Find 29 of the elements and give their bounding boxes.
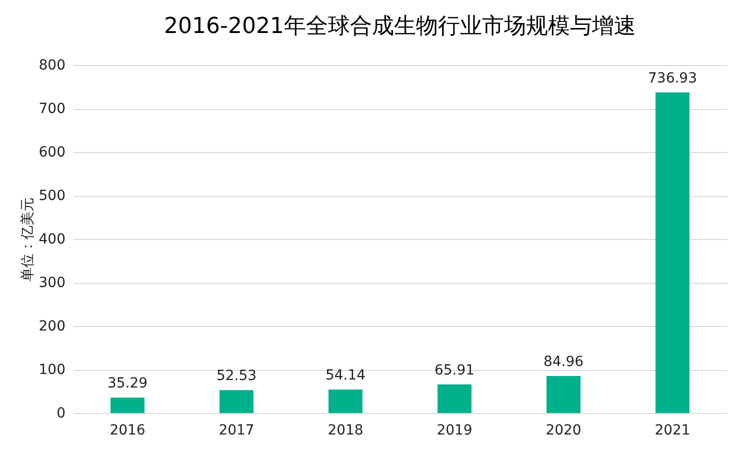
data-label: 54.14 <box>325 367 366 384</box>
x-tick-label: 2016 <box>110 422 146 438</box>
bar <box>656 92 690 413</box>
y-tick-label: 500 <box>38 188 66 204</box>
y-tick-label: 0 <box>56 406 66 422</box>
data-label: 52.53 <box>216 368 257 384</box>
y-tick-label: 700 <box>38 101 66 117</box>
data-label: 35.29 <box>107 376 148 392</box>
data-label: 736.93 <box>648 70 697 86</box>
x-tick-label: 2017 <box>218 422 254 438</box>
x-tick-label: 2018 <box>328 422 364 438</box>
bar <box>328 389 362 413</box>
x-tick-label: 2020 <box>546 422 582 438</box>
y-tick-label: 600 <box>38 144 66 160</box>
y-axis-title: 单位：亿美元 <box>20 198 36 282</box>
y-tick-label: 200 <box>38 318 66 334</box>
data-label: 84.96 <box>543 354 584 370</box>
y-tick-label: 100 <box>38 362 66 378</box>
data-label: 65.91 <box>434 362 475 378</box>
bar <box>220 390 254 413</box>
bar <box>110 398 144 413</box>
x-tick-label: 2021 <box>654 422 690 438</box>
y-tick-label: 400 <box>38 232 66 248</box>
y-tick-label: 300 <box>38 275 66 291</box>
y-tick-label: 800 <box>38 58 66 74</box>
x-tick-label: 2019 <box>436 422 472 438</box>
bar <box>546 376 580 413</box>
bar <box>438 384 472 413</box>
chart-title: 2016-2021年全球合成生物行业市场规模与增速 <box>164 14 636 39</box>
